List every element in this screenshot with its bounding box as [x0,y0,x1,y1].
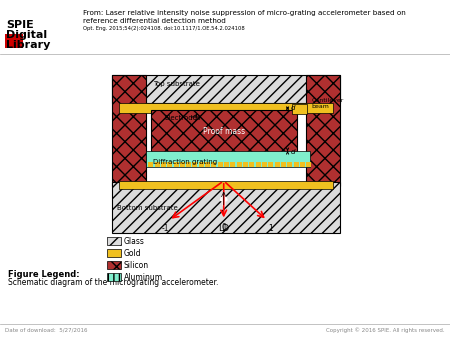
Text: Gold: Gold [124,248,142,258]
Text: Glass: Glass [124,237,145,245]
Text: Opt. Eng. 2015;54(2):024108. doi:10.1117/1.OE.54.2.024108: Opt. Eng. 2015;54(2):024108. doi:10.1117… [83,26,245,31]
Bar [306,75,340,186]
Text: Cantilever
beam: Cantilever beam [311,98,344,109]
Text: -1: -1 [161,224,169,233]
Bar [174,163,179,167]
Bar [288,163,292,167]
Text: Aluminum: Aluminum [124,272,163,282]
Bar [107,249,121,257]
Bar [256,163,261,167]
Bar [119,103,333,113]
Bar [167,163,172,167]
Bar [119,181,333,189]
Bar [180,163,185,167]
Text: Digital: Digital [6,30,47,40]
Bar [294,163,299,167]
Bar [249,163,254,167]
Bar [112,75,146,186]
Bar [5,34,23,48]
Bar [193,163,198,167]
Bar [224,163,229,167]
Bar [112,183,340,233]
Bar [186,163,191,167]
Text: Bottom substrate: Bottom substrate [117,205,177,211]
Text: Library: Library [6,40,50,50]
Text: Copyright © 2016 SPIE. All rights reserved.: Copyright © 2016 SPIE. All rights reserv… [326,327,445,333]
Text: Top substrate: Top substrate [153,81,200,88]
Text: d: d [291,149,295,155]
Bar [268,163,274,167]
Bar [205,163,210,167]
Text: Proof mass: Proof mass [202,127,245,136]
Bar [148,163,153,167]
Bar [107,261,121,269]
Bar [151,110,297,154]
Bar [243,163,248,167]
Bar [146,151,310,167]
Bar [107,273,121,281]
Text: Diffraction grating: Diffraction grating [153,159,217,165]
Text: SPIE: SPIE [6,20,34,30]
Bar [292,104,307,114]
Bar [262,163,267,167]
Bar [107,237,121,245]
Text: Figure Legend:: Figure Legend: [8,270,80,279]
Bar [300,163,305,167]
Text: From: Laser relative intensity noise suppression of micro-grating accelerometer : From: Laser relative intensity noise sup… [83,10,406,16]
Bar [281,163,286,167]
Bar [306,163,311,167]
Bar [275,163,280,167]
Bar [218,163,223,167]
Text: LD: LD [218,223,230,233]
Bar [230,163,235,167]
Bar [199,163,204,167]
Text: 1: 1 [269,224,274,233]
Text: d: d [291,105,295,111]
Bar [237,163,242,167]
Text: reference differential detection method: reference differential detection method [83,18,226,24]
Bar [161,163,166,167]
Bar [212,163,216,167]
Text: Electrodes: Electrodes [164,116,201,121]
Text: Schematic diagram of the micrograting accelerometer.: Schematic diagram of the micrograting ac… [8,278,218,287]
Bar [154,163,160,167]
Text: Date of download:  5/27/2016: Date of download: 5/27/2016 [5,327,87,332]
Bar [112,75,340,103]
Text: Silicon: Silicon [124,261,149,269]
Text: 0: 0 [221,223,226,232]
